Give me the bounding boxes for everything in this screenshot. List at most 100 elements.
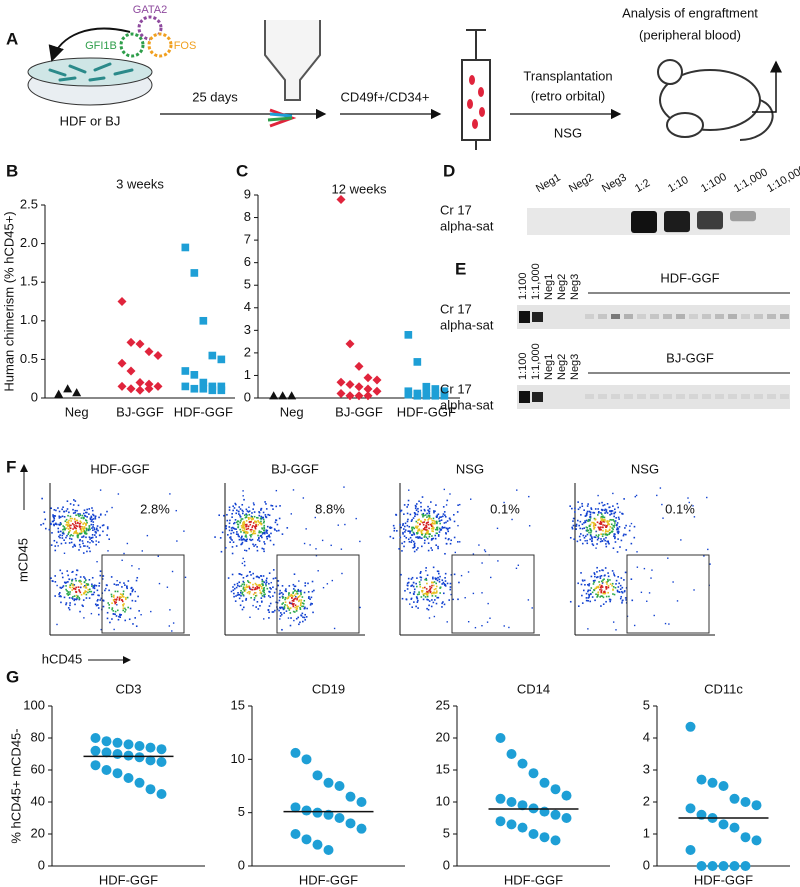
flow-event bbox=[581, 594, 583, 597]
flow-event bbox=[260, 507, 263, 510]
data-point bbox=[323, 845, 334, 855]
flow-event bbox=[95, 536, 97, 538]
flow-event bbox=[577, 508, 580, 511]
flow-event bbox=[295, 596, 297, 598]
flow-event bbox=[241, 503, 244, 506]
flow-event bbox=[448, 517, 451, 520]
transplant-label: Transplantation bbox=[523, 68, 612, 83]
data-point bbox=[54, 389, 64, 398]
flow-event bbox=[263, 526, 265, 529]
flow-event bbox=[265, 530, 268, 533]
flow-event bbox=[423, 536, 426, 538]
flow-event bbox=[252, 543, 254, 546]
flow-event bbox=[67, 528, 70, 530]
flow-event bbox=[597, 526, 600, 529]
flow-event bbox=[402, 524, 404, 527]
flow-event bbox=[600, 519, 603, 521]
gel-band bbox=[754, 394, 763, 399]
flow-event bbox=[467, 571, 470, 573]
flow-event bbox=[400, 509, 403, 512]
flow-event bbox=[571, 527, 574, 530]
flow-event bbox=[64, 542, 67, 544]
flow-event bbox=[250, 533, 253, 536]
flow-event bbox=[112, 610, 115, 612]
lane-label: Neg2 bbox=[556, 274, 568, 300]
data-point bbox=[156, 757, 167, 767]
flow-event bbox=[240, 585, 243, 587]
flow-event bbox=[85, 528, 88, 531]
flow-event bbox=[258, 530, 261, 532]
flow-event bbox=[415, 596, 418, 598]
gel-band bbox=[624, 394, 633, 399]
flow-event bbox=[423, 514, 425, 517]
panel-label: B bbox=[6, 161, 18, 180]
flow-event bbox=[615, 517, 617, 519]
gel-band bbox=[702, 314, 711, 319]
flow-event bbox=[399, 536, 402, 539]
flow-event bbox=[78, 598, 81, 600]
flow-event bbox=[82, 552, 85, 554]
flow-event bbox=[431, 519, 434, 522]
flow-event bbox=[590, 507, 592, 509]
gel-band bbox=[767, 314, 776, 319]
flow-event bbox=[258, 536, 260, 539]
flow-event bbox=[97, 594, 99, 597]
flow-event bbox=[618, 518, 620, 520]
flow-event bbox=[613, 526, 616, 528]
flow-event bbox=[146, 534, 149, 537]
flow-event bbox=[435, 592, 437, 594]
flow-event bbox=[48, 528, 51, 531]
flow-event bbox=[592, 524, 595, 527]
flow-event bbox=[58, 535, 60, 538]
flow-event bbox=[613, 574, 615, 576]
flow-event bbox=[590, 508, 593, 511]
flow-event bbox=[584, 515, 587, 517]
flow-event bbox=[239, 573, 241, 575]
flow-event bbox=[693, 516, 696, 518]
flow-event bbox=[434, 520, 436, 523]
flow-event bbox=[609, 518, 612, 521]
flow-event bbox=[58, 510, 61, 513]
flow-event bbox=[433, 510, 435, 512]
flow-event bbox=[279, 505, 281, 507]
flow-event bbox=[586, 530, 588, 532]
flow-event bbox=[232, 505, 234, 507]
flow-event bbox=[171, 570, 174, 573]
flow-event bbox=[99, 570, 102, 573]
flow-event bbox=[260, 575, 262, 577]
flow-event bbox=[262, 584, 264, 587]
flow-event bbox=[619, 584, 622, 587]
flow-event bbox=[404, 522, 407, 525]
step-label: 25 days bbox=[192, 89, 238, 104]
flow-event bbox=[432, 537, 435, 540]
flow-event bbox=[68, 525, 71, 527]
flow-event bbox=[112, 613, 115, 615]
flow-event bbox=[653, 614, 655, 617]
gel bbox=[517, 385, 790, 409]
flow-event bbox=[108, 538, 111, 541]
flow-event bbox=[248, 518, 250, 521]
flow-event bbox=[95, 584, 98, 587]
flow-event bbox=[299, 621, 301, 624]
flow-event bbox=[582, 534, 585, 537]
flow-event bbox=[56, 623, 58, 626]
data-point bbox=[495, 793, 506, 804]
flow-event bbox=[411, 526, 413, 529]
x-tick-label: HDF-GGF bbox=[397, 404, 456, 419]
flow-event bbox=[290, 602, 292, 605]
flow-event bbox=[95, 527, 98, 530]
flow-event bbox=[412, 517, 415, 519]
flow-event bbox=[688, 501, 690, 504]
flow-event bbox=[600, 533, 603, 535]
gate bbox=[626, 554, 710, 634]
flow-x-label: hCD45 bbox=[42, 651, 82, 666]
flow-event bbox=[92, 518, 95, 520]
data-point bbox=[506, 749, 517, 759]
flow-event bbox=[489, 617, 491, 619]
flow-event bbox=[426, 521, 428, 524]
flow-event bbox=[280, 591, 283, 594]
flow-event bbox=[601, 519, 604, 522]
flow-event bbox=[284, 601, 287, 604]
flow-event bbox=[241, 526, 243, 529]
flow-event bbox=[597, 534, 600, 536]
